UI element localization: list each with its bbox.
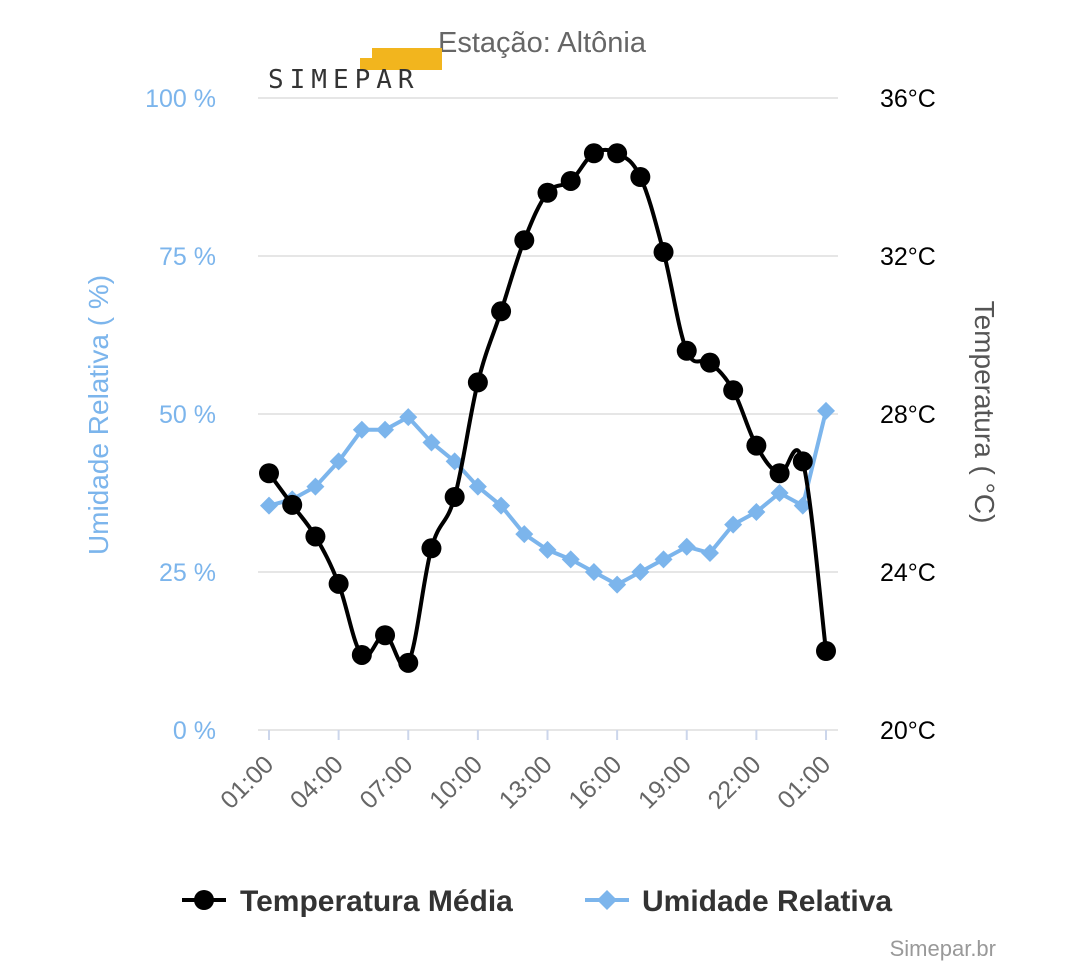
umidade-point [654,550,673,569]
umidade-point [352,420,371,439]
temperatura-point [816,641,836,661]
x-tick-label: 07:00 [354,750,418,814]
umidade-point [468,477,487,496]
umidade-point [584,563,603,581]
temperatura-point [259,463,279,484]
logo-text: SIMEPAR [268,65,420,95]
umidade-point [677,537,696,556]
right-tick-label: 20°C [880,717,936,745]
umidade-point [329,452,348,471]
legend-item-umidade[interactable]: Umidade Relativa [585,885,892,918]
temperatura-point [398,652,419,673]
umidade-point [422,433,441,452]
umidade-point [399,408,418,427]
temperatura-line [267,147,828,669]
temperatura-point [769,463,790,484]
temperatura-point [351,644,372,665]
left-axis-label: Umidade Relativa ( %) [83,275,114,555]
umidade-point [306,477,325,496]
umidade-point [561,550,580,569]
temperatura-point [723,380,744,401]
umidade-point [260,496,278,515]
umidade-point [817,401,835,420]
x-tick-label: 22:00 [703,750,767,814]
right-tick-label: 28°C [880,401,936,429]
x-tick-label: 01:00 [772,750,836,814]
x-tick-label: 01:00 [215,750,279,814]
x-tick-label: 04:00 [285,750,349,814]
x-tick-label: 13:00 [494,750,558,814]
x-axis-ticks: 01:00 04:00 07:00 10:00 13:00 16:00 19:00 22:00… [215,730,836,814]
umidade-point [538,540,557,559]
right-axis-label: Temperatura ( °C) [969,301,1000,524]
credit-link[interactable]: Simepar.br [890,936,996,961]
umidade-point [445,452,464,471]
temperatura-point [514,230,535,251]
legend: Temperatura Média Umidade Relativa [182,885,892,918]
legend-temperatura-marker [194,890,214,910]
right-tick-label: 32°C [880,243,936,271]
umidade-point [700,544,719,563]
right-tick-label: 24°C [880,559,936,587]
simepar-logo: SIMEPAR [268,48,442,95]
temperatura-point [630,167,651,187]
x-tick-label: 19:00 [633,750,697,814]
legend-item-temperatura[interactable]: Temperatura Média [182,885,513,918]
right-tick-label: 36°C [880,85,936,113]
umidade-point [724,515,743,534]
left-tick-label: 100 % [145,85,216,113]
left-tick-label: 0 % [173,717,216,745]
umidade-point [376,420,395,439]
temperatura-point [583,143,604,164]
temperatura-point [282,494,303,515]
temperatura-point [607,143,628,164]
umidade-point [747,502,766,521]
left-tick-label: 50 % [159,401,216,429]
series-layer [259,143,836,673]
chart-title: Estação: Altônia [438,27,647,59]
left-tick-label: 75 % [159,243,216,271]
umidade-point [608,575,627,594]
logo-block [360,48,442,70]
umidade-point [492,496,511,515]
left-tick-label: 25 % [159,559,216,587]
umidade-point [770,484,789,502]
temperatura-point [305,526,326,547]
x-tick-label: 10:00 [424,750,488,814]
legend-umidade-label: Umidade Relativa [642,885,892,918]
series-temperatura [259,143,836,673]
temperatura-point [560,170,581,191]
right-axis-ticks: 20°C 24°C 28°C 32°C 36°C [880,85,936,745]
legend-temperatura-label: Temperatura Média [240,885,513,918]
temperatura-point [792,451,813,472]
temperatura-point [467,372,488,393]
temperatura-point [491,301,512,322]
temperatura-point [746,435,767,456]
temperatura-point [444,486,465,507]
legend-umidade-marker [597,890,617,910]
temperatura-point [537,182,558,203]
x-tick-label: 16:00 [563,750,627,814]
umidade-point [793,496,812,515]
temperatura-point [676,340,697,361]
umidade-point [515,525,534,544]
temperatura-point [653,242,674,263]
temperatura-point [375,625,396,646]
left-axis-ticks: 0 % 25 % 50 % 75 % 100 % [145,85,216,745]
temperatura-point [328,573,349,594]
temperatura-point [421,538,442,559]
temperatura-point [699,352,720,373]
umidade-point [631,563,650,581]
series-umidade [260,401,835,594]
logo-notch [360,48,372,58]
